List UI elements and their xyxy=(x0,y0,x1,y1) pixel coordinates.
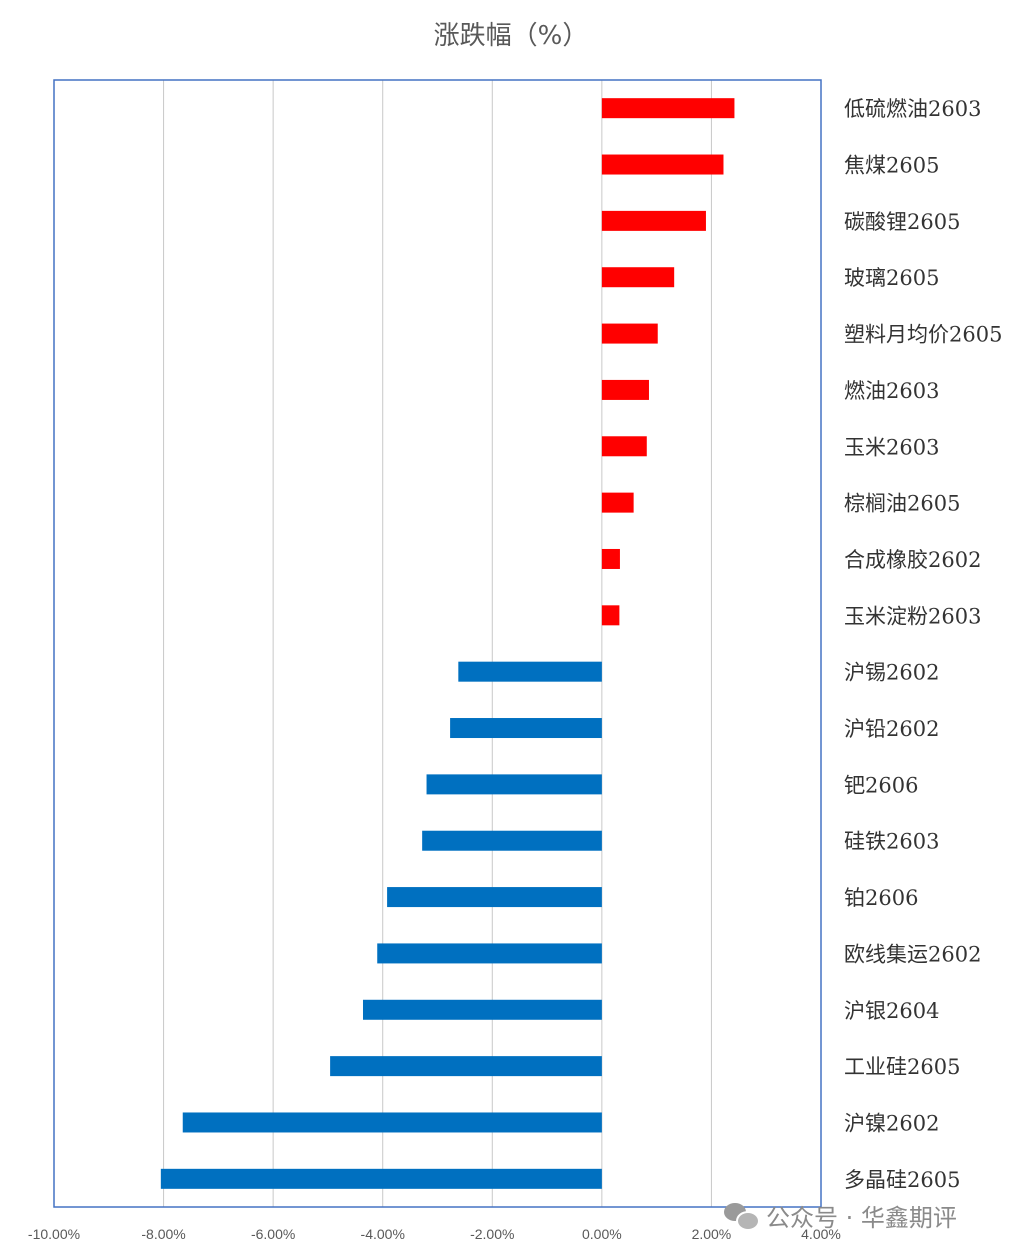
category-label: 沪铅2602 xyxy=(844,717,939,741)
category-label: 硅铁2603 xyxy=(844,830,939,854)
bar xyxy=(377,943,602,964)
bar xyxy=(362,999,602,1020)
bar xyxy=(330,1056,602,1077)
category-label: 欧线集运2602 xyxy=(844,942,981,966)
bar xyxy=(426,774,602,795)
bar xyxy=(601,98,735,119)
watermark: 公众号 · 华鑫期评 xyxy=(724,1198,957,1233)
category-labels: 低硫燃油2603 焦煤2605 碳酸锂2605 玻璃2605 塑料月均价2605 燃油26… xyxy=(844,97,1002,1192)
category-label: 焦煤2605 xyxy=(844,154,939,178)
bar xyxy=(387,887,602,908)
wechat-icon xyxy=(724,1201,760,1231)
bar xyxy=(601,548,620,569)
plot-area-border xyxy=(53,79,822,1208)
x-tick-label: -10.00% xyxy=(28,1226,80,1242)
gridlines xyxy=(53,80,822,1207)
category-label: 铂2606 xyxy=(844,886,918,910)
bar xyxy=(601,436,647,457)
category-label: 合成橡胶2602 xyxy=(844,548,981,572)
bar xyxy=(601,210,706,231)
category-label: 沪镍2602 xyxy=(844,1111,939,1135)
category-label: 沪银2604 xyxy=(844,999,939,1023)
category-label: 塑料月均价2605 xyxy=(844,323,1002,347)
watermark-text: 公众号 · 华鑫期评 xyxy=(766,1204,957,1232)
category-label: 钯2606 xyxy=(844,773,918,797)
bar xyxy=(601,379,649,400)
bar xyxy=(160,1168,602,1189)
x-tick-label: 2.00% xyxy=(692,1226,732,1242)
x-tick-label: -6.00% xyxy=(251,1226,295,1242)
bar xyxy=(601,267,675,288)
category-label: 低硫燃油2603 xyxy=(844,97,981,121)
bar xyxy=(458,661,602,682)
x-tick-label: -8.00% xyxy=(141,1226,185,1242)
bar xyxy=(182,1112,602,1133)
x-tick-label: -4.00% xyxy=(361,1226,405,1242)
bar xyxy=(450,718,602,739)
bar xyxy=(601,492,634,513)
category-label: 碳酸锂2605 xyxy=(844,210,960,234)
x-tick-label: 0.00% xyxy=(582,1226,622,1242)
category-label: 玉米2603 xyxy=(844,435,939,459)
bar xyxy=(601,323,658,344)
bar xyxy=(601,154,724,175)
x-tick-label: 4.00% xyxy=(801,1226,841,1242)
category-label: 沪锡2602 xyxy=(844,661,939,685)
category-label: 燃油2603 xyxy=(844,379,939,403)
bar xyxy=(422,830,602,851)
x-tick-label: -2.00% xyxy=(470,1226,514,1242)
bar xyxy=(601,605,620,626)
x-axis-tick-labels: -10.00% -8.00% -6.00% -4.00% -2.00% 0.00% 2.00… xyxy=(28,1226,841,1242)
category-label: 玻璃2605 xyxy=(844,266,939,290)
category-label: 玉米淀粉2603 xyxy=(844,604,981,628)
chart-title: 涨跌幅（%） xyxy=(434,21,589,51)
category-label: 棕榈油2605 xyxy=(844,492,960,516)
category-label: 多晶硅2605 xyxy=(844,1168,960,1192)
category-label: 工业硅2605 xyxy=(844,1055,960,1079)
bars xyxy=(160,98,735,1189)
